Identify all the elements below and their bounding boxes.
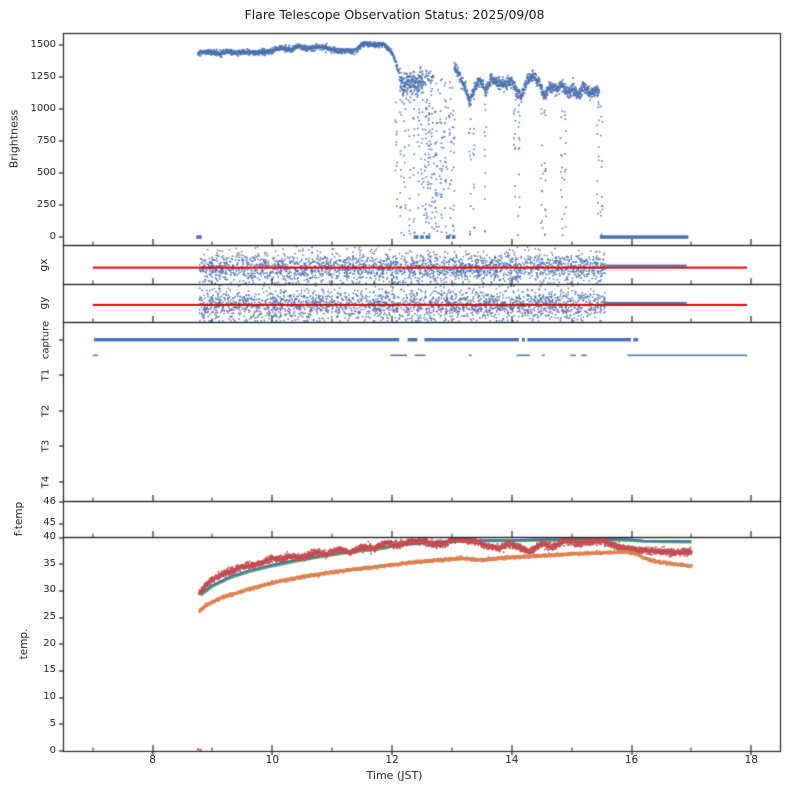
y-tick-label-capture: capture [40, 320, 52, 359]
y-tick-label-temp: 35 [43, 557, 56, 569]
y-tick-label-temp: 0 [49, 744, 56, 756]
y-tick-label-ftemp: 45 [43, 517, 56, 529]
y-tick-label-capture: T4 [40, 475, 52, 488]
y-tick-label-temp: 30 [43, 584, 56, 596]
y-tick-label-temp: 15 [43, 664, 56, 676]
x-tick-label: 12 [385, 754, 399, 766]
y-tick-label-temp: 25 [43, 611, 56, 623]
y-tick-label-brightness: 500 [36, 166, 56, 178]
y-axis-label-gy: gy [38, 296, 50, 310]
y-tick-label-temp: 5 [49, 717, 56, 729]
x-tick-label: 10 [265, 754, 280, 766]
y-tick-label-brightness: 250 [36, 198, 56, 210]
y-tick-label-brightness: 1500 [30, 38, 56, 50]
x-tick-label: 16 [624, 754, 639, 766]
y-tick-label-brightness: 750 [36, 134, 56, 146]
y-tick-label-capture: T2 [40, 404, 52, 417]
y-tick-label-ftemp: 46 [43, 495, 56, 507]
x-tick-label: 18 [744, 754, 758, 766]
y-tick-label-brightness: 1000 [30, 102, 56, 114]
x-tick-label: 8 [149, 754, 156, 766]
y-tick-label-capture: T1 [40, 368, 52, 382]
chart-title: Flare Telescope Observation Status: 2025… [244, 7, 545, 22]
y-tick-label-brightness: 0 [49, 230, 56, 242]
y-tick-label-temp: 10 [43, 691, 56, 703]
x-tick-label: 14 [505, 754, 519, 766]
y-tick-label-brightness: 1250 [30, 70, 56, 82]
y-tick-label-temp: 40 [43, 531, 56, 543]
y-tick-label-capture: T3 [40, 439, 52, 453]
x-axis-label: Time (JST) [366, 769, 423, 782]
y-axis-label-gx: gx [38, 258, 50, 271]
y-tick-label-temp: 20 [43, 637, 56, 649]
